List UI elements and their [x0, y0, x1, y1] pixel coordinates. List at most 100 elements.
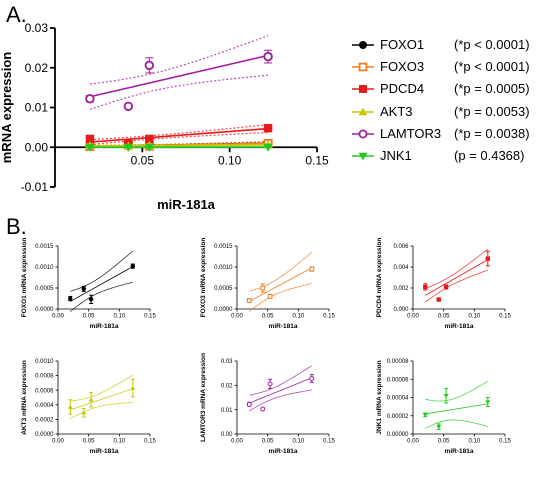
y-tick-label: 0.0004 [35, 403, 54, 409]
legend-item-lamtor3: LAMTOR3 (*p = 0.0038) [352, 125, 548, 147]
legend-symbol [358, 107, 368, 115]
y-tick-label: 0.0010 [214, 265, 233, 271]
legend-series-name: JNK1 [380, 147, 412, 163]
legend-item-akt3: AKT3 (*p = 0.0053) [352, 103, 548, 125]
fit-line [425, 259, 489, 296]
confidence-band-lower [425, 269, 488, 303]
data-point [263, 143, 273, 152]
y-tick-label: 0.0015 [214, 244, 233, 250]
confidence-band-lower [249, 283, 312, 312]
confidence-band-lower [425, 419, 488, 429]
legend-p-value: (p = 0.4368) [454, 147, 525, 163]
y-axis-title: mRNA expression [0, 52, 14, 164]
y-tick-label: 0.00000 [387, 432, 409, 438]
y-axis-title: FOXO1 mRNA expression [21, 238, 28, 318]
data-point [443, 284, 449, 290]
series-pdcd4 [423, 248, 491, 303]
confidence-band-upper [89, 124, 269, 141]
series-foxo1 [68, 250, 136, 312]
y-tick-label: 0.00 [221, 432, 233, 438]
y-tick-label: 0.0000 [214, 307, 233, 313]
y-tick-label: 0.03 [25, 21, 49, 35]
data-point [123, 143, 133, 152]
confidence-band-upper [425, 380, 489, 402]
y-tick-label: 0.0000 [35, 432, 54, 438]
x-tick-label: 0.05 [83, 314, 95, 320]
x-tick-label: 0.10 [292, 439, 304, 445]
confidence-band-lower [89, 74, 269, 111]
y-tick-label: 0.01 [25, 101, 49, 115]
x-tick-label: 0.05 [262, 314, 274, 320]
legend-series-name: PDCD4 [380, 81, 425, 97]
series-jnk1 [422, 380, 491, 430]
fit-line [89, 127, 269, 143]
y-tick-label: 0.0002 [35, 418, 54, 424]
confidence-band-upper [89, 143, 269, 147]
y-tick-label: 0.00002 [387, 414, 409, 420]
confidence-band-upper [89, 35, 269, 85]
confidence-band-lower [70, 281, 133, 312]
confidence-band-upper [425, 248, 489, 289]
legend-series-name: FOXO1 [380, 37, 425, 52]
data-point [422, 413, 428, 418]
confidence-band-lower [70, 401, 133, 420]
legend-p-value: (*p = 0.0053) [454, 103, 530, 119]
legend-p-value: (*p < 0.0001) [454, 59, 530, 75]
x-tick-label: 0.10 [218, 153, 242, 167]
legend-series-name: LAMTOR3 [380, 125, 442, 141]
x-axis-title: miR-181a [269, 323, 298, 330]
panel-a-label: A. [6, 2, 27, 27]
data-point [68, 296, 73, 301]
data-point [260, 406, 266, 412]
x-tick-label: 0.00 [231, 439, 243, 445]
legend-marker [352, 85, 374, 94]
x-tick-label: 0.10 [468, 439, 480, 445]
data-point [267, 381, 273, 387]
legend-symbol [359, 85, 367, 94]
fit-line [249, 267, 313, 302]
x-tick-label: 0.05 [438, 439, 450, 445]
y-tick-label: 0.0006 [35, 388, 54, 394]
data-point [85, 94, 95, 104]
y-tick-label: 0.03 [221, 359, 233, 365]
y-tick-label: 0.006 [393, 244, 409, 250]
x-tick-label: 0.10 [292, 314, 304, 320]
data-point [263, 51, 273, 62]
data-point [436, 297, 441, 302]
legend-item-foxo1: FOXO1 (*p < 0.0001) [352, 36, 548, 58]
x-axis-title: miR-181a [90, 323, 119, 330]
data-point [423, 284, 428, 290]
y-tick-label: 0.02 [221, 383, 233, 389]
legend-marker [352, 129, 374, 139]
fit-line [89, 54, 269, 98]
x-tick-label: 0.15 [499, 439, 511, 445]
data-point [130, 263, 136, 269]
x-tick-label: 0.00 [407, 439, 419, 445]
y-tick-label: 0.004 [393, 265, 409, 271]
y-tick-label: 0.0010 [35, 359, 54, 365]
x-tick-label: 0.15 [323, 439, 335, 445]
data-point [309, 266, 315, 272]
data-point [144, 60, 155, 71]
legend-series-name: AKT3 [380, 103, 413, 119]
legend: FOXO1 (*p < 0.0001) FOXO3 (*p < 0.0001) … [352, 36, 548, 169]
y-axis-title: JNK1 mRNA expression [376, 360, 383, 434]
x-axis-title: miR-181a [445, 323, 474, 330]
data-point [267, 294, 273, 299]
y-tick-label: 0.00 [25, 140, 49, 154]
x-axis-title: miR-181a [269, 448, 298, 455]
legend-marker [352, 152, 374, 161]
series-lamtor3 [246, 365, 315, 412]
legend-marker [352, 107, 374, 115]
x-tick-label: 0.15 [144, 314, 156, 320]
x-axis-title: miR-181a [157, 197, 216, 212]
x-tick-label: 0.10 [113, 314, 125, 320]
confidence-band-upper [70, 374, 134, 402]
data-point [145, 134, 154, 144]
y-tick-label: 0.002 [393, 286, 409, 292]
legend-item-pdcd4: PDCD4 (*p = 0.0005) [352, 80, 548, 102]
series-foxo3 [246, 251, 315, 312]
x-tick-label: 0.05 [262, 439, 274, 445]
x-tick-label: 0.15 [305, 153, 329, 167]
legend-symbol [358, 129, 368, 139]
